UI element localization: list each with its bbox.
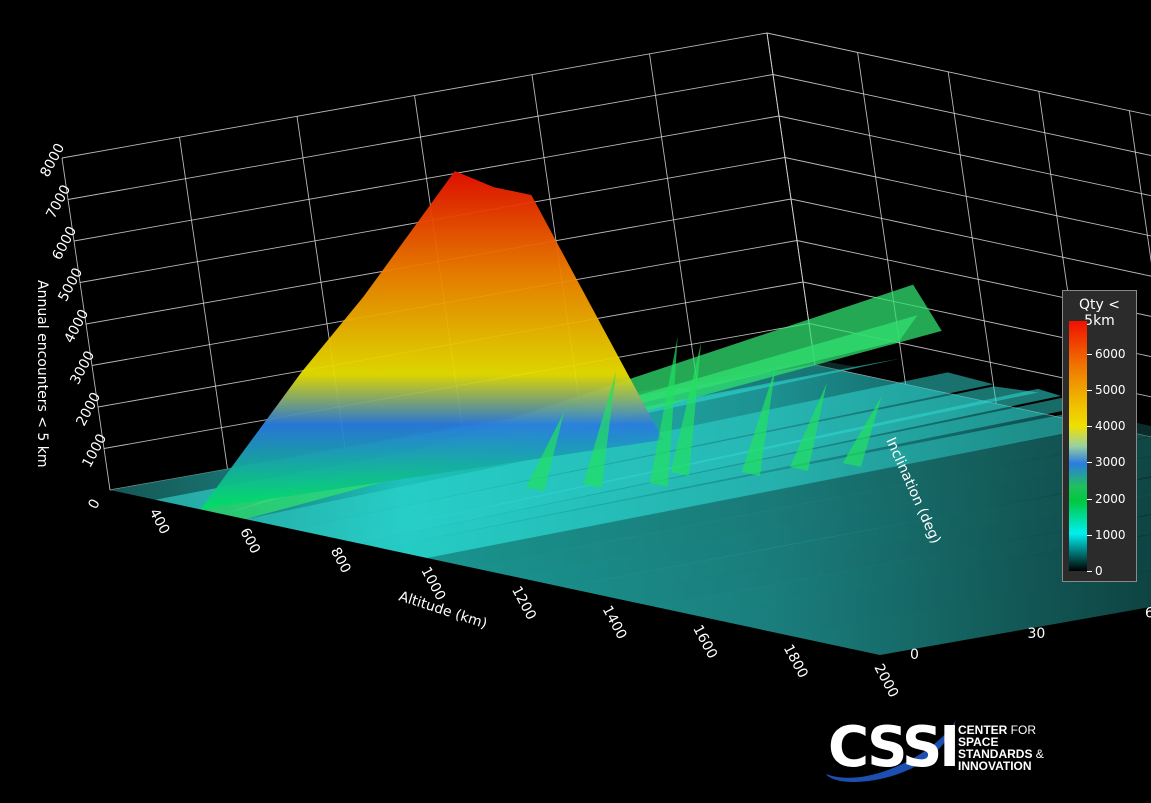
surface-spike <box>649 336 678 487</box>
surface <box>110 171 1151 655</box>
grid-line <box>772 74 1151 156</box>
x-tick-label: 800 <box>327 545 354 576</box>
surface-band <box>653 515 1151 617</box>
surface-band <box>472 437 1151 578</box>
surface-band <box>336 388 1061 544</box>
grid-line <box>766 32 1151 116</box>
x-tick-label: 2000 <box>870 661 901 700</box>
logo-line-1: CENTER FOR <box>958 723 1037 737</box>
z-tick-label: 5000 <box>55 265 86 304</box>
z-tick-label: 0 <box>85 496 103 511</box>
surface-band <box>427 421 1151 568</box>
surface-band <box>698 534 1151 636</box>
grid-line <box>778 115 1151 197</box>
surface-spike <box>741 367 776 476</box>
x-tick-label: 1200 <box>508 584 539 623</box>
x-tick-label: 400 <box>146 506 173 537</box>
colorbar-tick-label: 0 <box>1095 564 1103 578</box>
y-tick-label: 60 <box>1145 605 1151 621</box>
z-tick-label: 4000 <box>61 307 92 346</box>
colorbar-tick <box>1087 462 1092 464</box>
colorbar-tick <box>1087 498 1092 500</box>
colorbar-tick <box>1087 571 1092 572</box>
cssi-logo: CSSI CENTER FOR SPACE STANDARDS & INNOVA… <box>818 712 1078 787</box>
surface-band <box>562 477 1151 597</box>
surface-spike <box>789 383 827 471</box>
colorbar-tick-label: 3000 <box>1095 455 1126 470</box>
z-tick-label: 7000 <box>43 182 74 221</box>
colorbar-gradient <box>1069 321 1087 571</box>
grid-line <box>649 53 698 386</box>
surface-spike <box>670 342 702 477</box>
colorbar-tick <box>1087 426 1092 428</box>
colorbar-tick-label: 5000 <box>1095 382 1126 397</box>
grid-line <box>766 32 816 366</box>
logo-wordmark: CSSI <box>828 715 960 780</box>
z-tick-label: 6000 <box>49 224 80 263</box>
logo-line-4: INNOVATION <box>958 759 1032 773</box>
surface-band <box>517 456 1151 588</box>
grid-line <box>1128 110 1151 264</box>
grid-line <box>796 240 1151 317</box>
surface-band <box>381 410 1131 558</box>
logo-swoosh-icon <box>826 720 956 783</box>
grid-line <box>179 137 228 470</box>
surface-band <box>359 398 1085 549</box>
surface-band <box>608 494 1151 607</box>
colorbar-tick <box>1087 534 1092 536</box>
z-tick-label: 2000 <box>73 390 104 429</box>
y-tick-label: 30 <box>1028 626 1046 642</box>
surface-band <box>789 570 1151 655</box>
surface-spike <box>842 395 882 467</box>
z-axis-title: Annual encounters < 5 km <box>34 280 50 468</box>
logo-line-2: SPACE <box>958 735 999 749</box>
y-tick-label: 0 <box>910 647 919 663</box>
grid-line <box>61 157 111 491</box>
x-tick-label: 1600 <box>689 623 720 662</box>
z-tick-label: 8000 <box>37 141 68 180</box>
grid-line <box>808 323 1151 398</box>
grid-line <box>802 281 1151 358</box>
z-tick-label: 1000 <box>79 431 110 470</box>
colorbar-tick <box>1087 389 1092 391</box>
surface-spike <box>583 371 617 488</box>
surface-band <box>245 372 994 529</box>
colorbar-title: Qty < 5km <box>1079 297 1120 329</box>
colorbar-legend: Qty < 5km 0 1000 2000 3000 4000 5000 6000 <box>1062 290 1137 582</box>
colorbar-tick-label: 6000 <box>1095 346 1126 361</box>
x-tick-label: 600 <box>236 525 263 556</box>
surface-peak <box>200 171 664 510</box>
z-tick-label: 3000 <box>67 348 98 387</box>
colorbar-tick-label: 4000 <box>1095 419 1126 434</box>
colorbar-tick-label: 1000 <box>1095 527 1126 542</box>
colorbar-tick <box>1087 353 1092 355</box>
grid-line <box>784 157 1151 237</box>
x-tick-label: 1400 <box>599 603 630 642</box>
grid-line <box>790 198 1151 277</box>
colorbar-tick-label: 2000 <box>1095 491 1126 506</box>
surface-spike <box>526 411 565 492</box>
logo-line-3: STANDARDS & <box>958 747 1044 761</box>
x-tick-label: 1800 <box>780 642 811 681</box>
